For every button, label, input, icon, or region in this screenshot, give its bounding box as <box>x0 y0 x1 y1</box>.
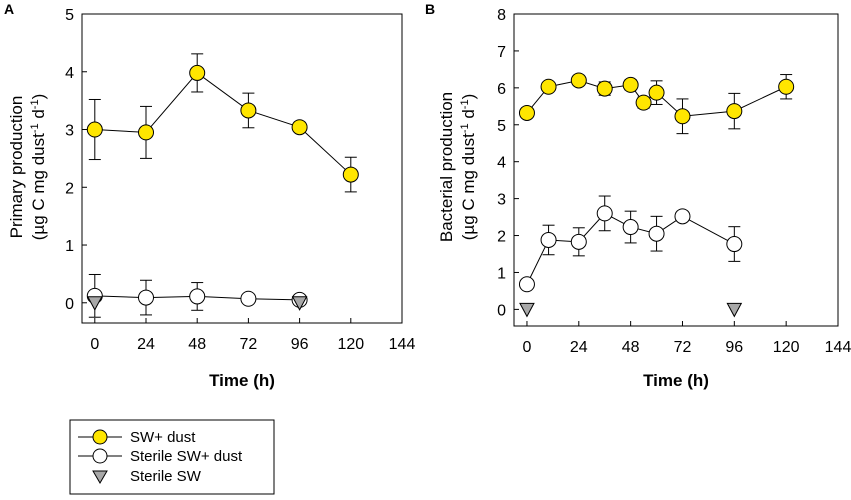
plot-a-ylabel-line1: Primary production <box>7 96 26 239</box>
plot-a-ytick-label-5: 5 <box>65 7 74 24</box>
plot-a-ytick-label-2: 2 <box>65 180 74 197</box>
plot-a-ylabel-sup-1: -1 <box>29 123 41 133</box>
plot-b-point-sw-dust-1 <box>540 78 557 95</box>
panel-letter-b: B <box>425 1 435 17</box>
plot-b-point-sterile-sw-dust-0 <box>518 276 535 293</box>
plot-b-frame <box>513 13 839 327</box>
plot-b-ylabel-line1: Bacterial production <box>437 92 456 242</box>
panel-b: B Bacterial production (µg C mg dust-1 d… <box>425 1 851 390</box>
plot-b-xtick-label-96: 96 <box>725 339 743 356</box>
legend-marker-sw-dust <box>92 429 108 445</box>
plot-a-xtick-label-96: 96 <box>291 336 309 353</box>
plot-a-ytick-label-3: 3 <box>65 123 74 140</box>
plot-a-point-sterile-sw-0 <box>86 296 103 311</box>
plot-b-point-sw-dust-5 <box>635 94 652 111</box>
plot-a-point-sterile-sw-dust-3 <box>240 290 257 307</box>
plot-b-point-sw-dust-0 <box>518 104 535 121</box>
plot-b-point-sterile-sw-dust-4 <box>622 219 639 236</box>
plot-b-ylabel-part-3: ) <box>459 94 478 100</box>
plot-a-xtick-label-24: 24 <box>137 336 155 353</box>
plot-b-point-sw-dust-9 <box>778 78 795 95</box>
legend: SW+ dust Sterile SW+ dust Sterile SW <box>69 419 275 495</box>
panel-letter-a: A <box>4 1 14 17</box>
plot-b-ytick-label-8: 8 <box>497 7 506 24</box>
plot-a-xtick-label-120: 120 <box>337 336 364 353</box>
plot-b-ylabel-sup-2: -1 <box>459 99 471 109</box>
plot-b-ytick-label-1: 1 <box>497 265 506 282</box>
legend-label-sw-dust: SW+ dust <box>130 429 196 446</box>
legend-label-sterile-sw: Sterile SW <box>130 468 202 485</box>
plot-b-point-sw-dust-4 <box>622 76 639 93</box>
plot-b-ytick-label-0: 0 <box>497 302 506 319</box>
plot-b-xtick-label-120: 120 <box>773 339 800 356</box>
plot-b-marks: 0 1 2 3 4 5 6 7 8 0 24 48 72 96 120 144 <box>497 7 851 356</box>
plot-b-ylabel-line2: (µg C mg dust-1 d-1) <box>459 94 478 241</box>
plot-a-xtick-label-72: 72 <box>240 336 258 353</box>
plot-a-marks: 0 1 2 3 4 5 0 24 48 72 96 120 144 <box>65 7 415 353</box>
plot-b-point-sterile-sw-1 <box>726 302 743 318</box>
plot-a-xtick-label-48: 48 <box>188 336 206 353</box>
plot-b-ytick-label-4: 4 <box>497 155 506 172</box>
plot-b-point-sterile-sw-0 <box>519 302 535 318</box>
plot-a-line-sw-dust <box>94 72 352 175</box>
legend-item-sterile-sw-dust: Sterile SW+ dust <box>78 448 243 465</box>
plot-a-xlabel: Time (h) <box>209 371 275 390</box>
legend-marker-sterile-sw <box>92 470 108 484</box>
plot-a-ytick-label-1: 1 <box>65 238 74 255</box>
plot-b-point-sw-dust-8 <box>726 103 743 120</box>
legend-item-sterile-sw: Sterile SW <box>92 468 202 485</box>
plot-a-point-sw-dust-4 <box>291 119 308 136</box>
plot-a-point-sw-dust-5 <box>342 166 359 183</box>
plot-a-ylabel-line2: (µg C mg dust-1 d-1) <box>29 94 48 241</box>
plot-b-point-sterile-sw-dust-5 <box>648 225 665 242</box>
plot-a-ylabel: Primary production (µg C mg dust-1 d-1) <box>7 94 48 241</box>
legend-marker-sterile-sw-dust <box>92 448 108 464</box>
plot-a-ytick-label-0: 0 <box>65 296 74 313</box>
plot-b-xtick-label-24: 24 <box>570 339 588 356</box>
plot-b-ytick-label-3: 3 <box>497 192 506 209</box>
plot-b-ylabel-part-2: d <box>459 109 478 123</box>
plot-b-point-sw-dust-6 <box>648 84 665 101</box>
plot-b-line-sw-dust <box>526 79 787 117</box>
plot-b-point-sterile-sw-dust-6 <box>674 208 691 225</box>
plot-a-point-sterile-sw-dust-2 <box>189 288 206 305</box>
plot-a-point-sw-dust-0 <box>86 121 103 138</box>
plot-a-ytick-label-4: 4 <box>65 65 74 82</box>
legend-item-sw-dust: SW+ dust <box>78 429 196 446</box>
plot-a-xtick-label-144: 144 <box>389 336 416 353</box>
plot-a-frame <box>81 13 403 324</box>
plot-a-ylabel-part-3: ) <box>29 94 48 100</box>
plot-a-point-sw-dust-2 <box>189 64 206 81</box>
plot-b-ytick-label-6: 6 <box>497 81 506 98</box>
plot-a-point-sterile-sw-1 <box>291 296 308 311</box>
plot-b-xtick-label-72: 72 <box>674 339 692 356</box>
plot-b-point-sw-dust-2 <box>570 72 587 89</box>
plot-b-point-sw-dust-7 <box>674 108 691 125</box>
plot-b-ylabel-sup-1: -1 <box>459 123 471 133</box>
plot-b-point-sw-dust-3 <box>596 80 613 97</box>
plot-b-xtick-label-144: 144 <box>825 339 851 356</box>
plot-b-point-sterile-sw-dust-7 <box>726 236 743 253</box>
plot-b-ytick-label-7: 7 <box>497 44 506 61</box>
plot-b-ytick-label-2: 2 <box>497 229 506 246</box>
legend-label-sterile-sw-dust: Sterile SW+ dust <box>130 448 243 465</box>
plot-a-ylabel-sup-2: -1 <box>29 99 41 109</box>
plot-b-xtick-label-48: 48 <box>622 339 640 356</box>
plot-a-point-sw-dust-1 <box>138 124 154 141</box>
plot-a-xtick-label-0: 0 <box>90 336 99 353</box>
plot-b-ytick-label-5: 5 <box>497 118 506 135</box>
plot-a-ylabel-part-1: (µg C mg dust <box>29 133 48 240</box>
plot-b-ylabel: Bacterial production (µg C mg dust-1 d-1… <box>437 92 478 242</box>
plot-b-point-sterile-sw-dust-2 <box>570 233 587 250</box>
panel-a: A Primary production (µg C mg dust-1 d-1… <box>4 1 415 390</box>
plot-b-xtick-label-0: 0 <box>523 339 532 356</box>
plot-a-ylabel-part-2: d <box>29 109 48 123</box>
plot-a-point-sw-dust-3 <box>240 102 257 119</box>
plot-b-xlabel: Time (h) <box>643 371 709 390</box>
plot-a-point-sterile-sw-dust-1 <box>138 289 154 306</box>
plot-b-ylabel-part-1: (µg C mg dust <box>459 133 478 240</box>
plot-b-point-sterile-sw-dust-3 <box>596 205 613 222</box>
plot-b-point-sterile-sw-dust-1 <box>540 231 557 248</box>
